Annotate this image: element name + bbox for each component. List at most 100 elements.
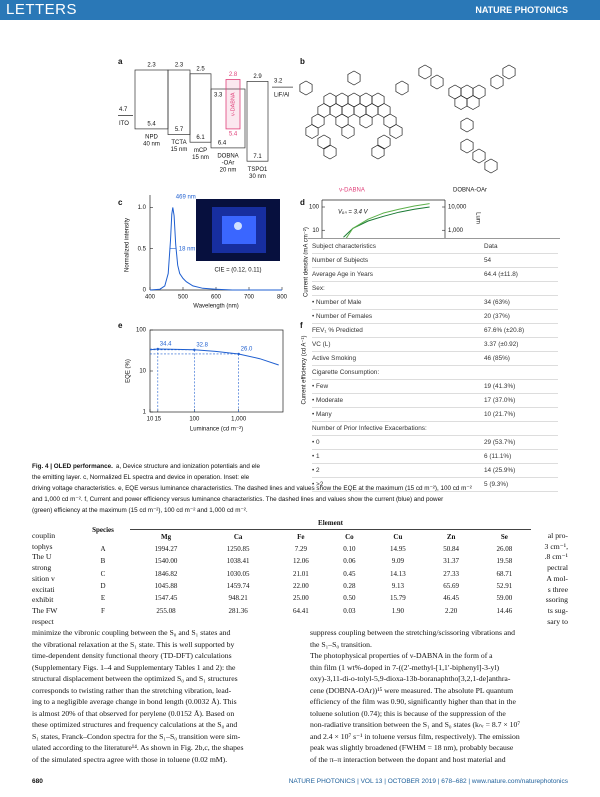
molecule-ring [418, 64, 432, 80]
table-cell: 26.08 [496, 544, 513, 553]
layer-name: TCTA [171, 140, 186, 146]
table-cell: 1459.74 [226, 582, 250, 591]
annotation: Vₒₙ = 3.4 V [338, 210, 369, 216]
text-line: The photophysical properties of ν-DABNA … [310, 651, 493, 660]
table-cell: 29 (53.7%) [484, 439, 516, 446]
table-row: Number of Subjects 54 [312, 253, 558, 268]
energy-value: 2.8 [229, 72, 238, 78]
table-row: A 1994.27 1250.85 7.29 0.10 14.95 50.84 26.08 [76, 543, 531, 555]
annotation: CIE = (0.12, 0.11) [214, 268, 261, 274]
energy-level-box [210, 88, 246, 149]
y-axis-label: Current density (mA cm⁻²) [304, 227, 310, 297]
molecule-ring [448, 84, 462, 100]
molecule-ring [460, 84, 474, 100]
molecule-ring [365, 103, 379, 118]
molecule-ring [299, 80, 313, 96]
table-cell: 1994.27 [154, 544, 178, 553]
table-cell: 1030.05 [226, 569, 250, 578]
y-tick-label: 10 [312, 228, 319, 234]
table-row: • >2 5 (9.3%) [312, 477, 558, 492]
x-tick-label: 700 [244, 295, 255, 301]
table-cell: 46 (85%) [484, 355, 510, 362]
panel-label: f [300, 321, 303, 330]
text-line: suppress coupling between the stretching… [310, 628, 515, 637]
caption-line: driving voltage characteristics. e, EQE … [32, 485, 472, 492]
table-cell: 0.06 [343, 557, 356, 566]
table-cell: 0.50 [343, 594, 356, 603]
layer-name: TSPO1 [248, 167, 268, 173]
molecule-name: DOBNA-OAr [453, 188, 487, 194]
molecule-ring [460, 138, 474, 154]
table-row: Number of Prior Infective Exacerbations: [312, 421, 558, 436]
table-cell: FEV₁ % Predicted [312, 327, 363, 334]
molecule-ring [335, 92, 349, 108]
table-cell: A [100, 544, 106, 553]
table-cell: 21.01 [292, 569, 309, 578]
table-cell: • Moderate [312, 397, 344, 404]
table-cell: F [101, 606, 105, 615]
text-fragment: .8 cm⁻¹ [544, 552, 568, 562]
table-header-row: Subject characteristics Data [312, 239, 558, 254]
eqe-line [149, 348, 279, 366]
table-cell: B [100, 557, 106, 566]
data-table: Species Element Mg Ca Fe Co Cu Zn Se A 1994.27 1250… [76, 517, 531, 617]
table-cell: 3.37 (±0.92) [484, 341, 519, 348]
energy-value: 3.3 [214, 93, 223, 99]
table-cell: 19.58 [496, 557, 513, 566]
table-row: Average Age in Years 64.4 (±11.8) [312, 267, 558, 282]
table-cell: 1547.45 [154, 594, 178, 603]
text-fragment: The U [32, 552, 52, 562]
value-label: 32.8 [196, 342, 208, 348]
spectrum-line [149, 207, 282, 291]
x-tick-label: 500 [178, 295, 189, 301]
molecule-ring [347, 92, 361, 108]
table-cell: • Number of Male [312, 299, 362, 306]
page-number: 680 [32, 778, 43, 785]
table-row: E 1547.45 948.21 25.00 0.50 15.79 46.45 59.00 [76, 592, 531, 604]
layer-name: 30 nm [249, 174, 266, 180]
column-header: Zn [446, 532, 456, 541]
molecule-ring [371, 92, 385, 108]
caption-text: the emitting layer. c, Normalized EL spe… [32, 474, 250, 481]
table-row: • Few 19 (41.3%) [312, 379, 558, 394]
table-cell: 50.84 [443, 544, 459, 553]
table-cell: 20 (37%) [484, 313, 510, 320]
table-cell: Number of Subjects [312, 257, 369, 264]
energy-level-box [167, 69, 191, 135]
table-cell: 54 [484, 257, 492, 264]
text-fragment: 3 cm⁻¹, [544, 541, 568, 551]
table-cell: 64.4 (±11.8) [484, 271, 518, 278]
molecule-ring [311, 113, 325, 129]
text-line: ulated according to the literature¹⁴. As… [32, 743, 244, 752]
table-header: Data [484, 243, 498, 250]
y-tick-label: 0.5 [138, 246, 147, 252]
table-cell: D [100, 582, 106, 591]
molecule-ring [329, 103, 343, 118]
molecule-ring [490, 74, 504, 90]
table-row: • 2 14 (25.9%) [312, 463, 558, 478]
text-line: and 2.4 × 10⁷ s⁻¹ in toluene versus film… [310, 731, 520, 741]
table-cell: 17 (37.0%) [484, 397, 516, 404]
table-cell: • >2 [312, 481, 324, 488]
column-header: Cu [393, 532, 403, 541]
table-row: B 1540.00 1038.41 12.06 0.06 9.09 31.37 19.58 [76, 555, 531, 567]
table-cell: 52.91 [496, 582, 513, 591]
footer-info: NATURE PHOTONICS | VOL 13 | OCTOBER 2019… [288, 778, 568, 785]
y2-tick-label: 10,000 [448, 205, 467, 211]
table-cell: 15.79 [389, 594, 406, 603]
molecule-ring [502, 64, 516, 80]
molecule-ring [395, 80, 409, 96]
text-line: thin film (1 wt%-doped in 7-((2′-methyl-… [310, 662, 500, 672]
table-row: VC (L) 3.37 (±0.92) [312, 337, 558, 352]
annotation: 469 nm [176, 195, 196, 201]
molecule-ring [341, 103, 355, 118]
layer-name: NPD [145, 134, 158, 140]
table-cell: 9.09 [391, 557, 404, 566]
caption-text: and 1,000 cd m⁻². f, Current and power e… [32, 496, 444, 503]
table-cell: 255.08 [156, 606, 176, 615]
section-title: LETTERS [6, 1, 78, 18]
table-cell: • Number of Females [312, 313, 373, 320]
table-cell: 1540.00 [154, 557, 178, 566]
molecule-ring [335, 113, 349, 129]
text-fragment: sary to [547, 616, 568, 626]
